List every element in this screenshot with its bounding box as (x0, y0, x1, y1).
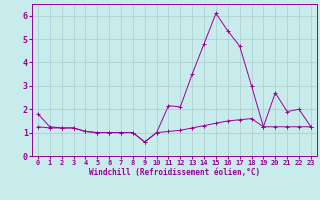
X-axis label: Windchill (Refroidissement éolien,°C): Windchill (Refroidissement éolien,°C) (89, 168, 260, 177)
